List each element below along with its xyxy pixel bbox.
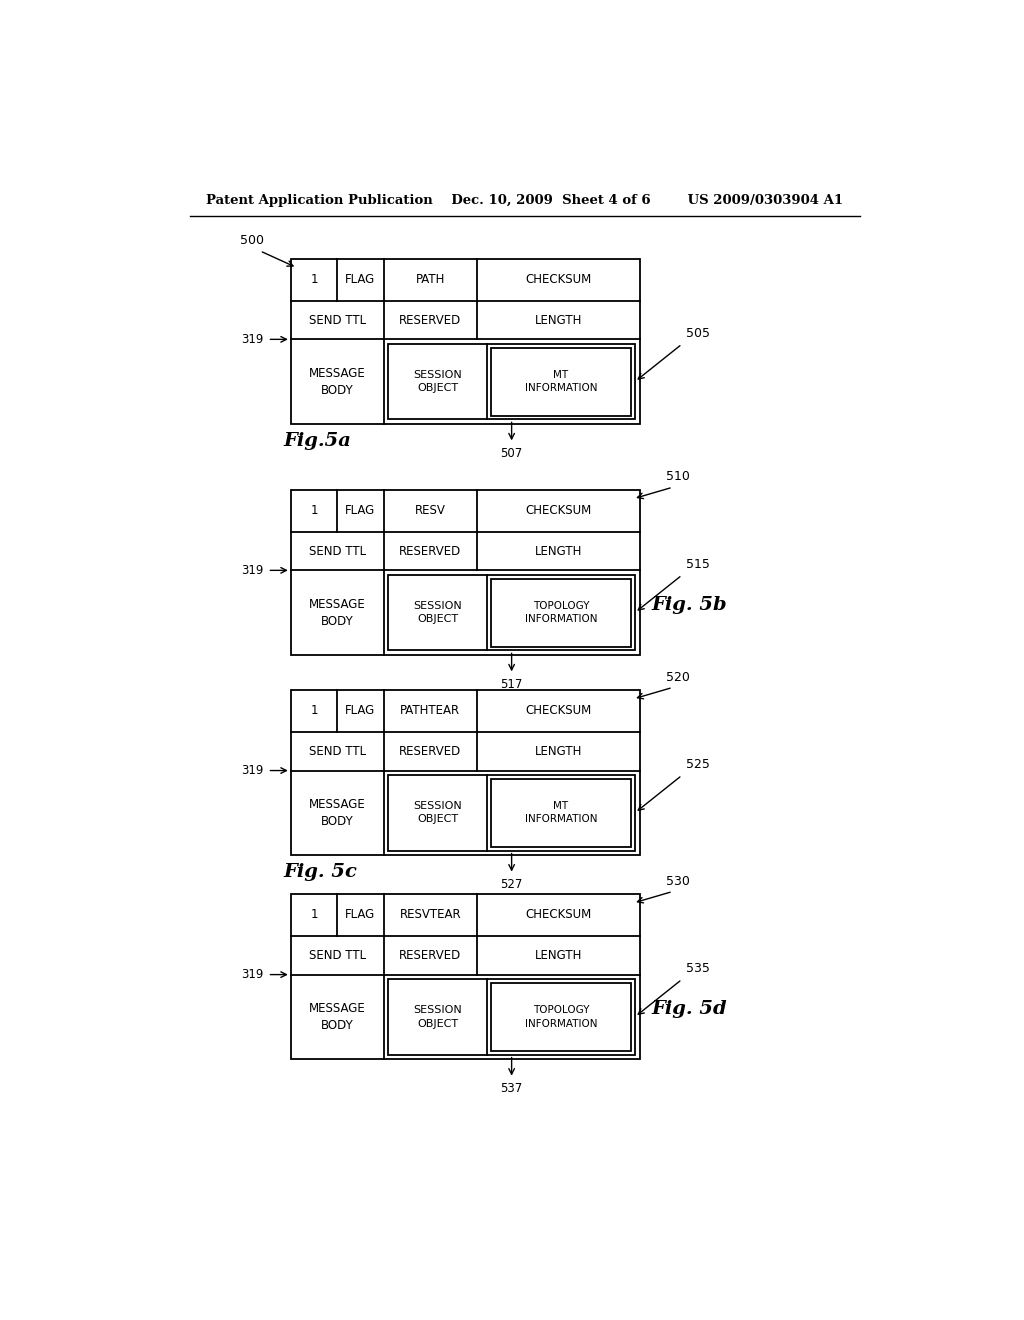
Text: Fig. 5d: Fig. 5d bbox=[651, 1001, 727, 1018]
Text: PATHTEAR: PATHTEAR bbox=[400, 705, 461, 717]
Text: 520: 520 bbox=[666, 671, 690, 684]
Text: 507: 507 bbox=[501, 447, 522, 461]
Text: Fig. 5b: Fig. 5b bbox=[651, 597, 727, 614]
Text: 319: 319 bbox=[242, 764, 263, 777]
Text: 1: 1 bbox=[310, 504, 317, 517]
Text: 525: 525 bbox=[686, 758, 710, 771]
Text: Fig. 5c: Fig. 5c bbox=[283, 863, 357, 880]
Bar bbox=[388, 576, 635, 651]
Bar bbox=[490, 983, 631, 1051]
Text: 319: 319 bbox=[242, 564, 263, 577]
Text: TOPOLOGY
INFORMATION: TOPOLOGY INFORMATION bbox=[524, 1006, 597, 1028]
Text: CHECKSUM: CHECKSUM bbox=[525, 908, 591, 921]
Text: LENGTH: LENGTH bbox=[535, 314, 582, 326]
Text: 319: 319 bbox=[242, 333, 263, 346]
Text: MESSAGE
BODY: MESSAGE BODY bbox=[309, 598, 366, 628]
Text: MESSAGE
BODY: MESSAGE BODY bbox=[309, 1002, 366, 1032]
Text: MT
INFORMATION: MT INFORMATION bbox=[524, 370, 597, 393]
Bar bbox=[490, 779, 631, 847]
Text: RESERVED: RESERVED bbox=[399, 744, 462, 758]
Text: SESSION
OBJECT: SESSION OBJECT bbox=[414, 801, 462, 825]
Text: PATH: PATH bbox=[416, 273, 445, 286]
Text: LENGTH: LENGTH bbox=[535, 744, 582, 758]
Bar bbox=[388, 979, 635, 1055]
Text: 535: 535 bbox=[686, 962, 710, 975]
Text: MESSAGE
BODY: MESSAGE BODY bbox=[309, 797, 366, 828]
Text: LENGTH: LENGTH bbox=[535, 949, 582, 962]
Text: 500: 500 bbox=[241, 234, 264, 247]
Text: SEND TTL: SEND TTL bbox=[308, 744, 366, 758]
Text: MESSAGE
BODY: MESSAGE BODY bbox=[309, 367, 366, 397]
Text: RESERVED: RESERVED bbox=[399, 314, 462, 326]
Text: TOPOLOGY
INFORMATION: TOPOLOGY INFORMATION bbox=[524, 601, 597, 624]
Text: MT
INFORMATION: MT INFORMATION bbox=[524, 801, 597, 825]
Bar bbox=[291, 894, 640, 1059]
Text: 1: 1 bbox=[310, 273, 317, 286]
Text: 517: 517 bbox=[501, 678, 523, 692]
Text: RESERVED: RESERVED bbox=[399, 949, 462, 962]
Text: Patent Application Publication    Dec. 10, 2009  Sheet 4 of 6        US 2009/030: Patent Application Publication Dec. 10, … bbox=[206, 194, 844, 207]
Text: RESERVED: RESERVED bbox=[399, 545, 462, 557]
Bar bbox=[388, 775, 635, 850]
Text: 510: 510 bbox=[666, 470, 690, 483]
Text: 527: 527 bbox=[501, 878, 523, 891]
Text: FLAG: FLAG bbox=[345, 273, 376, 286]
Text: 1: 1 bbox=[310, 705, 317, 717]
Bar bbox=[291, 259, 640, 424]
Text: SEND TTL: SEND TTL bbox=[308, 314, 366, 326]
Text: RESVTEAR: RESVTEAR bbox=[399, 908, 461, 921]
Text: 515: 515 bbox=[686, 558, 710, 572]
Bar bbox=[388, 345, 635, 420]
Text: 1: 1 bbox=[310, 908, 317, 921]
Text: SESSION
OBJECT: SESSION OBJECT bbox=[414, 370, 462, 393]
Text: SESSION
OBJECT: SESSION OBJECT bbox=[414, 1006, 462, 1028]
Bar bbox=[490, 578, 631, 647]
Text: RESV: RESV bbox=[415, 504, 445, 517]
Text: 505: 505 bbox=[686, 327, 710, 341]
Text: SEND TTL: SEND TTL bbox=[308, 949, 366, 962]
Text: 530: 530 bbox=[666, 875, 690, 887]
Text: 537: 537 bbox=[501, 1082, 522, 1096]
Bar bbox=[490, 348, 631, 416]
Text: LENGTH: LENGTH bbox=[535, 545, 582, 557]
Text: SEND TTL: SEND TTL bbox=[308, 545, 366, 557]
Text: CHECKSUM: CHECKSUM bbox=[525, 504, 591, 517]
Text: Fig.5a: Fig.5a bbox=[283, 432, 351, 450]
Text: FLAG: FLAG bbox=[345, 504, 376, 517]
Bar bbox=[291, 490, 640, 655]
Text: 319: 319 bbox=[242, 968, 263, 981]
Text: CHECKSUM: CHECKSUM bbox=[525, 273, 591, 286]
Text: FLAG: FLAG bbox=[345, 705, 376, 717]
Bar bbox=[291, 689, 640, 855]
Text: CHECKSUM: CHECKSUM bbox=[525, 705, 591, 717]
Text: FLAG: FLAG bbox=[345, 908, 376, 921]
Text: SESSION
OBJECT: SESSION OBJECT bbox=[414, 601, 462, 624]
